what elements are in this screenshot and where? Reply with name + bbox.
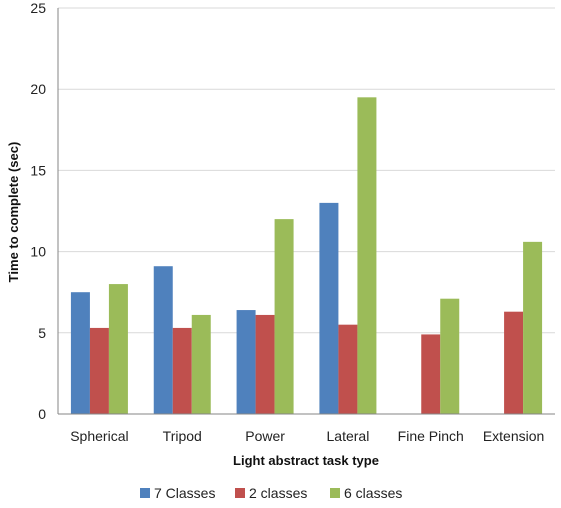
legend-swatch (330, 488, 340, 498)
y-tick-label: 10 (30, 244, 46, 260)
bar-6-classes-power (274, 219, 294, 414)
bar-2-classes-extension (504, 311, 524, 414)
y-tick-label: 0 (38, 406, 46, 422)
bar-7-classes-tripod (153, 266, 173, 414)
bar-6-classes-fine-pinch (440, 298, 460, 414)
x-tick-label: Spherical (70, 428, 128, 444)
bar-6-classes-lateral (357, 97, 377, 414)
bar-7-classes-power (236, 310, 256, 414)
legend: 7 Classes 2 classes 6 classes (140, 485, 402, 501)
bar-6-classes-tripod (191, 314, 211, 414)
bar-7-classes-spherical (70, 292, 90, 414)
bar-2-classes-lateral (338, 324, 358, 414)
bar-2-classes-spherical (89, 327, 109, 414)
y-tick-labels: 0 5 10 15 20 25 (30, 0, 46, 422)
x-axis-title: Light abstract task type (233, 453, 379, 468)
bar-2-classes-tripod (172, 327, 192, 414)
x-tick-label: Lateral (327, 428, 370, 444)
legend-swatch (140, 488, 150, 498)
bar-7-classes-lateral (319, 202, 339, 414)
bar-6-classes-spherical (108, 284, 128, 414)
bar-2-classes-power (255, 314, 275, 414)
x-tick-label: Power (245, 428, 285, 444)
x-tick-labels: Spherical Tripod Power Lateral Fine Pinch Ext… (70, 428, 544, 444)
legend-label: 6 classes (344, 485, 402, 501)
y-axis-title: Time to complete (sec) (6, 142, 21, 283)
legend-swatch (235, 488, 245, 498)
x-tick-label: Fine Pinch (398, 428, 464, 444)
y-tick-label: 15 (30, 162, 46, 178)
x-tick-label: Tripod (163, 428, 202, 444)
gridlines (58, 7, 555, 334)
x-tick-label: Extension (483, 428, 544, 444)
bar-6-classes-extension (523, 241, 543, 414)
legend-label: 7 Classes (154, 485, 215, 501)
axes (57, 8, 555, 415)
y-tick-label: 5 (38, 325, 46, 341)
y-tick-label: 25 (30, 0, 46, 16)
y-tick-label: 20 (30, 81, 46, 97)
bars (70, 97, 543, 414)
legend-label: 2 classes (249, 485, 307, 501)
bar-2-classes-fine-pinch (421, 334, 441, 414)
